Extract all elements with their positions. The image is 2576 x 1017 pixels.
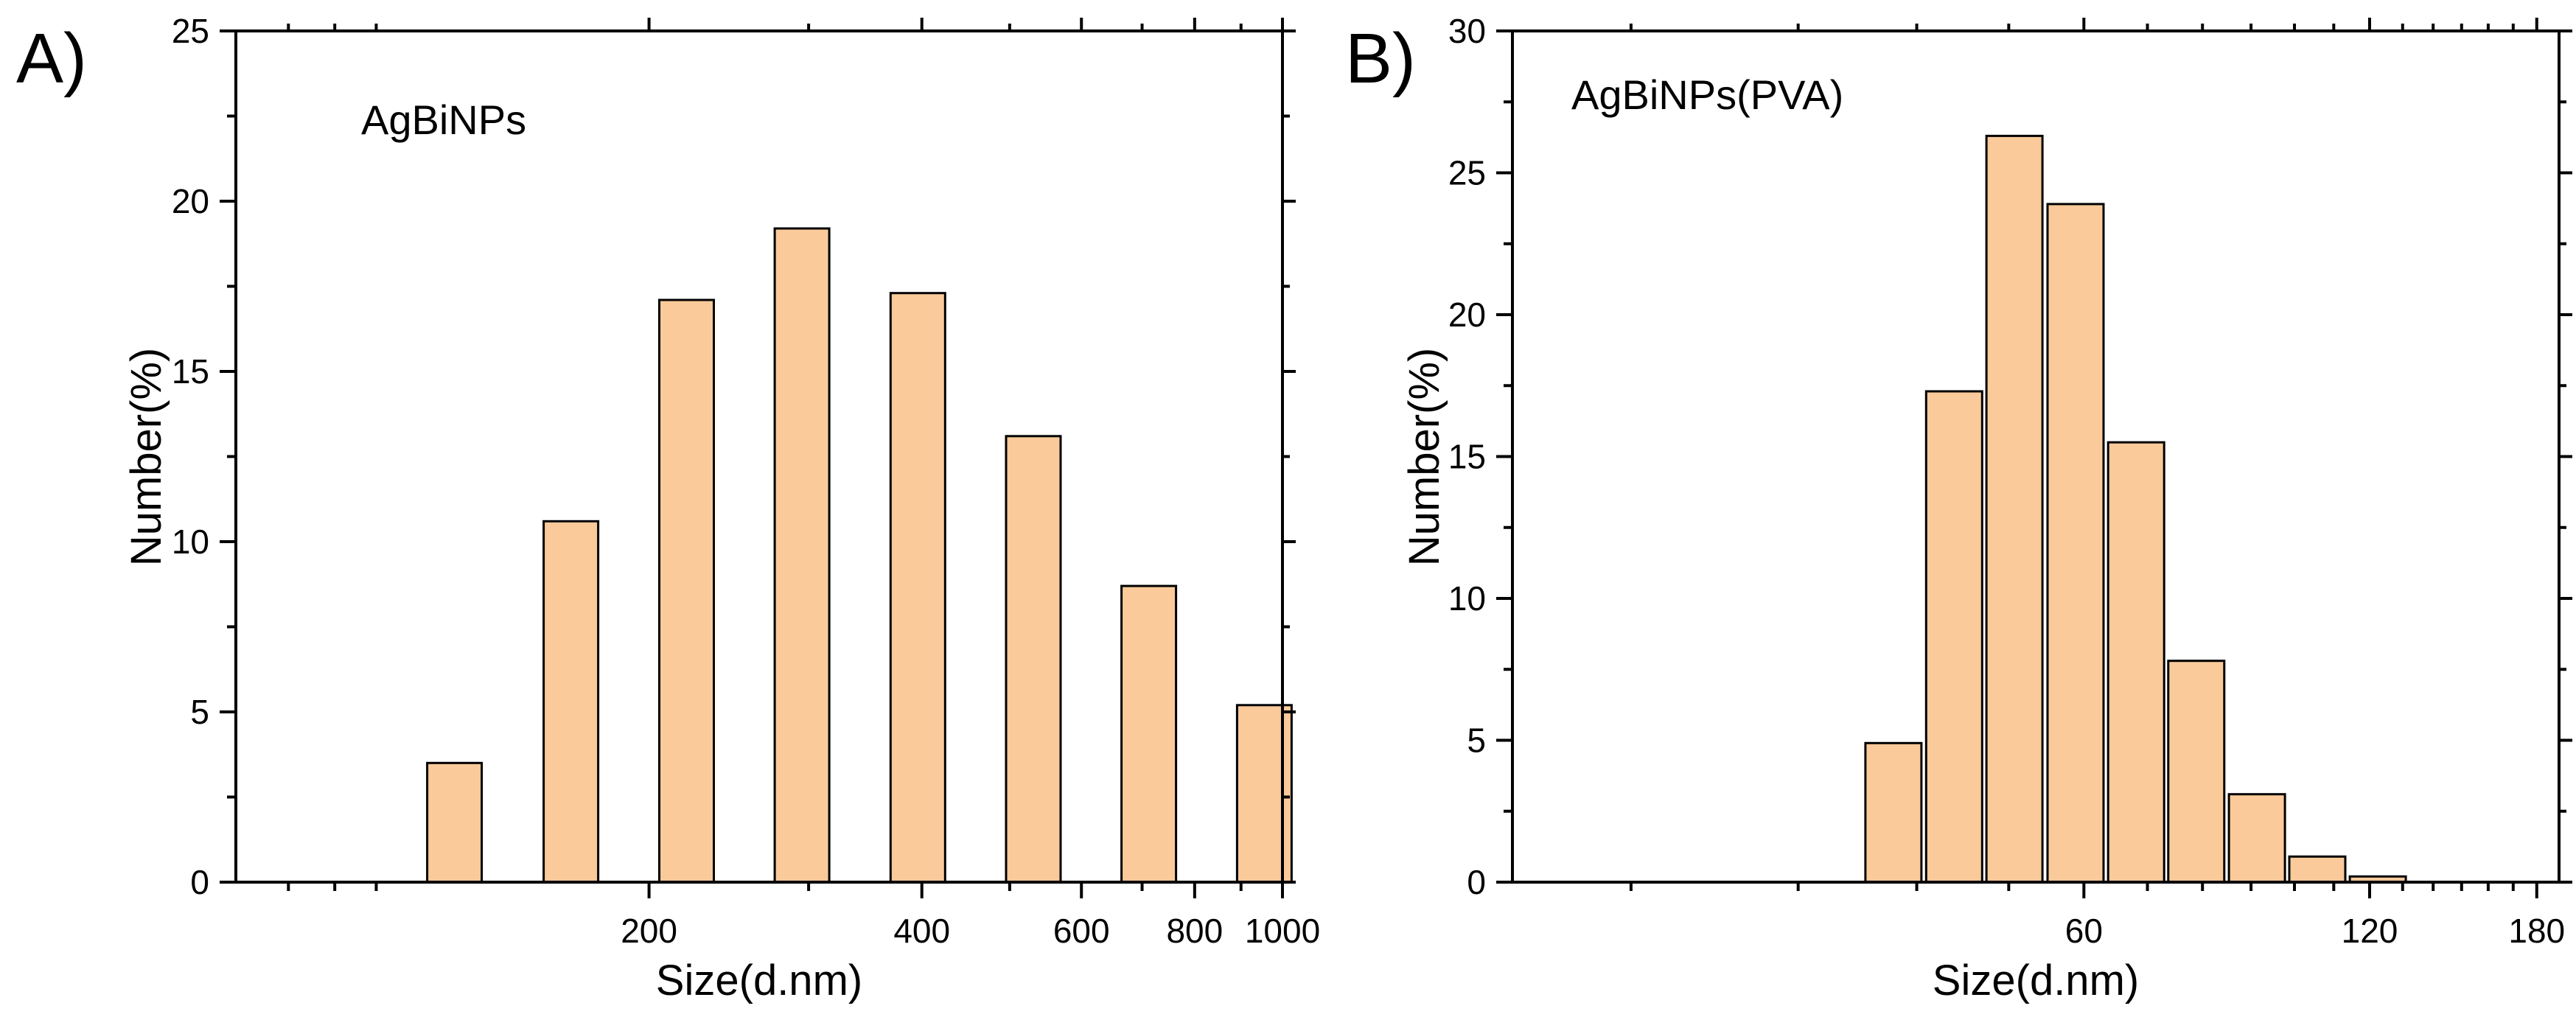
y-tick-label: 20: [1448, 296, 1486, 334]
panel-a: A) 0 5 10 15 20 25 200 400 600 800 1000 AgBiNPs Si…: [16, 12, 1320, 1004]
bar: [426, 761, 484, 884]
x-tick-label: 200: [621, 912, 677, 950]
panel-a-sample-label: AgBiNPs: [361, 97, 526, 143]
bar: [773, 227, 831, 884]
bar: [889, 292, 946, 884]
panel-b-letter: B): [1345, 19, 1416, 98]
panel-a-y-axis-title: Number(%): [122, 348, 170, 567]
panel-b-y-axis-title: Number(%): [1400, 348, 1448, 567]
x-tick-label: 1000: [1245, 912, 1320, 950]
y-tick-label: 30: [1448, 12, 1486, 50]
panel-a-frame: [234, 29, 1284, 884]
panel-a-x-axis-title: Size(d.nm): [656, 957, 862, 1004]
y-tick-label: 15: [1448, 438, 1486, 476]
y-tick-label: 0: [190, 863, 209, 901]
panel-b-bars: [1864, 134, 2407, 884]
y-tick-label: 25: [1448, 154, 1486, 192]
bar: [2227, 793, 2286, 884]
bar: [542, 520, 600, 884]
panel-b-sample-label: AgBiNPs(PVA): [1571, 71, 1843, 118]
bar: [1120, 584, 1178, 884]
bar: [1864, 741, 1923, 884]
bar: [2167, 660, 2226, 884]
panel-a-bars: [426, 227, 1293, 884]
y-tick-label: 10: [172, 523, 209, 561]
x-tick-label: 60: [2065, 912, 2103, 950]
bar: [658, 298, 715, 884]
x-tick-label: 400: [893, 912, 950, 950]
bar: [2288, 855, 2347, 884]
x-tick-label: 800: [1166, 912, 1223, 950]
x-tick-label: 600: [1053, 912, 1110, 950]
x-tick-label: 180: [2508, 912, 2565, 950]
bar: [1005, 435, 1062, 884]
panel-b-frame: [1511, 29, 2561, 884]
y-tick-label: 5: [190, 693, 209, 731]
y-tick-label: 10: [1448, 579, 1486, 618]
x-tick-label: 120: [2342, 912, 2398, 950]
y-tick-label: 25: [172, 12, 209, 50]
panel-a-letter: A): [16, 19, 87, 98]
panel-b: B) 0 5 10 15 20 25 30 60 120 180 AgBiNPs(PVA) Siz…: [1345, 12, 2572, 1004]
y-tick-label: 5: [1467, 721, 1486, 760]
panel-a-ticks: 0 5 10 15 20 25 200 400 600 800 1000: [172, 12, 1320, 950]
y-tick-label: 0: [1467, 863, 1486, 901]
panel-b-x-axis-title: Size(d.nm): [1933, 957, 2139, 1004]
bar: [2106, 441, 2165, 884]
bar: [1985, 134, 2044, 884]
bar: [2046, 203, 2105, 884]
bar: [1924, 390, 1983, 884]
y-tick-label: 20: [172, 182, 209, 220]
y-tick-label: 15: [172, 352, 209, 391]
